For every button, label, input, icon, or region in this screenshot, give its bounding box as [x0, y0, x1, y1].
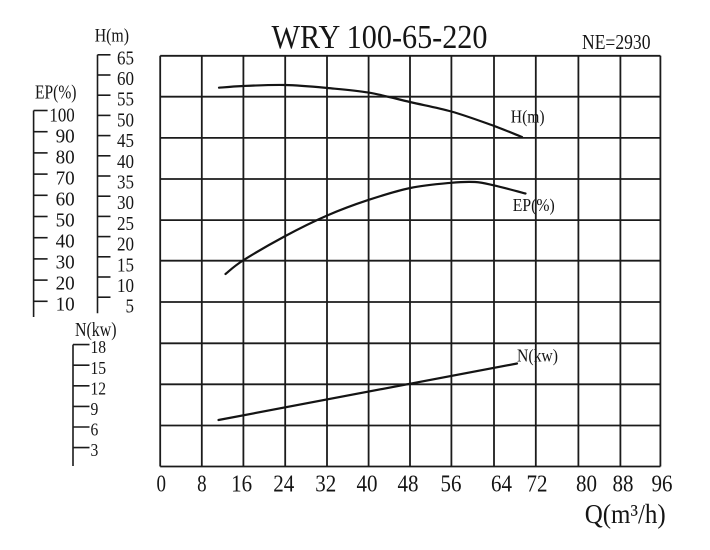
- svg-text:N(kw): N(kw): [75, 319, 117, 341]
- svg-text:55: 55: [117, 89, 134, 111]
- svg-text:88: 88: [613, 471, 634, 497]
- svg-text:50: 50: [56, 210, 75, 231]
- svg-text:NE=2930: NE=2930: [582, 30, 651, 54]
- svg-text:80: 80: [576, 471, 597, 497]
- svg-text:50: 50: [117, 109, 134, 131]
- svg-text:80: 80: [56, 147, 75, 168]
- svg-text:N(kw): N(kw): [517, 346, 558, 366]
- svg-text:64: 64: [491, 471, 512, 497]
- svg-text:96: 96: [652, 471, 673, 497]
- svg-text:72: 72: [527, 471, 548, 497]
- svg-text:H(m): H(m): [511, 107, 545, 127]
- svg-text:60: 60: [56, 189, 75, 210]
- svg-text:56: 56: [441, 471, 462, 497]
- svg-text:10: 10: [56, 294, 75, 315]
- svg-text:30: 30: [56, 252, 75, 273]
- svg-text:9: 9: [91, 399, 99, 419]
- svg-text:0: 0: [157, 471, 167, 497]
- svg-text:32: 32: [315, 471, 336, 497]
- svg-text:15: 15: [117, 254, 134, 276]
- svg-text:35: 35: [117, 172, 134, 194]
- svg-text:15: 15: [91, 358, 107, 378]
- svg-text:70: 70: [56, 168, 75, 189]
- svg-text:30: 30: [117, 192, 134, 214]
- svg-text:40: 40: [56, 231, 75, 252]
- svg-text:5: 5: [126, 296, 135, 318]
- svg-text:20: 20: [117, 234, 134, 256]
- svg-text:65: 65: [117, 47, 134, 69]
- svg-text:WRY 100-65-220: WRY 100-65-220: [272, 19, 488, 56]
- svg-text:20: 20: [56, 273, 75, 294]
- svg-text:45: 45: [117, 130, 134, 152]
- svg-text:25: 25: [117, 213, 134, 235]
- svg-text:100: 100: [49, 105, 74, 126]
- svg-text:Q(m³/h): Q(m³/h): [585, 499, 666, 529]
- svg-text:EP(%): EP(%): [513, 195, 555, 216]
- svg-text:H(m): H(m): [95, 26, 129, 47]
- svg-text:40: 40: [117, 151, 134, 173]
- svg-text:18: 18: [91, 337, 107, 357]
- svg-text:16: 16: [231, 471, 252, 497]
- svg-text:40: 40: [357, 471, 378, 497]
- svg-text:90: 90: [56, 126, 75, 147]
- svg-text:EP(%): EP(%): [35, 83, 77, 104]
- svg-text:48: 48: [398, 471, 419, 497]
- svg-text:10: 10: [117, 275, 134, 297]
- svg-text:24: 24: [273, 471, 294, 497]
- svg-text:60: 60: [117, 68, 134, 90]
- svg-text:8: 8: [197, 471, 207, 497]
- svg-text:6: 6: [91, 420, 99, 440]
- svg-text:3: 3: [91, 440, 99, 460]
- svg-text:12: 12: [91, 378, 107, 398]
